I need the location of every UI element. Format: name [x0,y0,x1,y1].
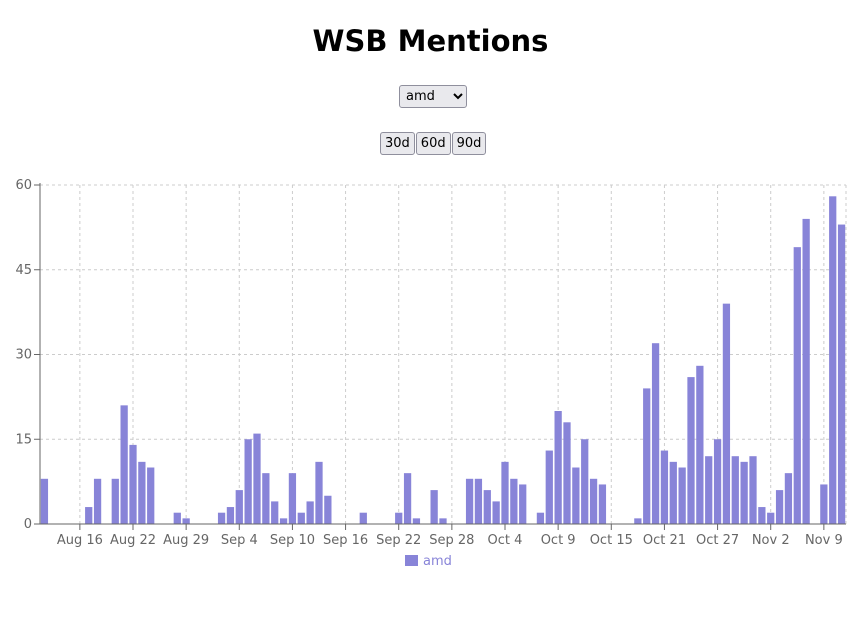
bar-amd [360,513,367,524]
bar-amd [227,507,234,524]
bar-amd [555,411,562,524]
bar-amd [563,422,570,524]
x-tick-label: Sep 4 [221,533,258,548]
bar-amd [484,490,491,524]
bar-amd [510,479,517,524]
bar-amd [218,513,225,524]
page-title: WSB Mentions [0,24,861,58]
x-tick-label: Oct 15 [590,533,633,548]
y-tick-label: 0 [24,517,32,532]
bar-amd [298,513,305,524]
legend-label: amd [423,554,452,569]
mentions-bar-chart: 0 15 30 45 60 Aug 16 Aug 22 Aug 29 Sep 4 Sep 10 Se… [0,170,861,590]
bar-amd [129,445,136,524]
x-tick-label: Nov 2 [752,533,790,548]
y-tick-label: 15 [15,432,32,447]
bar-amd [687,377,694,524]
bar-amd [183,518,190,524]
bar-amd [395,513,402,524]
range-30d-button[interactable]: 30d [380,132,415,155]
x-tick-label: Aug 22 [110,533,156,548]
ticker-select[interactable]: amd [399,85,467,108]
bar-amd [475,479,482,524]
bar-amd [439,518,446,524]
range-90d-button[interactable]: 90d [452,132,487,155]
bar-amd [537,513,544,524]
y-tick-label: 30 [15,348,32,363]
x-tick-label: Oct 27 [696,533,739,548]
bar-amd [271,501,278,524]
bar-amd [803,219,810,524]
x-tick-label: Sep 22 [376,533,421,548]
bar-amd [324,496,331,524]
bar-amd [820,484,827,524]
bar-amd [546,451,553,524]
bar-amd [493,501,500,524]
x-tick-label: Oct 21 [643,533,686,548]
range-60d-button[interactable]: 60d [416,132,451,155]
bar-amd [776,490,783,524]
x-tick-label: Nov 9 [805,533,843,548]
bar-amd [121,405,128,524]
bar-amd [253,434,260,524]
x-tick-label: Aug 29 [163,533,209,548]
bar-amd [652,343,659,524]
bar-amd [661,451,668,524]
bar-amd [599,484,606,524]
bar-amd [643,388,650,524]
x-tick-label: Sep 10 [270,533,315,548]
bar-amd [838,225,845,524]
bar-amd [723,304,730,524]
bar-amd [289,473,296,524]
bar-amd [315,462,322,524]
bar-amd [41,479,48,524]
y-tick-label: 45 [15,263,32,278]
bar-amd [94,479,101,524]
x-tick-label: Oct 9 [541,533,576,548]
bar-amd [519,484,526,524]
y-tick-label: 60 [15,178,32,193]
bar-amd [829,196,836,524]
bar-amd [404,473,411,524]
legend-swatch [405,555,418,566]
bar-amd [112,479,119,524]
bar-amd [785,473,792,524]
bar-amd [670,462,677,524]
bar-amd [679,468,686,525]
bar-amd [758,507,765,524]
bar-amd [767,513,774,524]
bar-amd [280,518,287,524]
bar-amd [581,439,588,524]
bar-amd [147,468,154,525]
bar-amd [696,366,703,524]
x-tick-label: Oct 4 [488,533,523,548]
bar-amd [794,247,801,524]
bar-amd [705,456,712,524]
bar-amd [732,456,739,524]
bar-amd [174,513,181,524]
bar-amd [634,518,641,524]
bar-amd [466,479,473,524]
bar-amd [741,462,748,524]
range-button-group: 30d 60d 90d [380,132,486,155]
bar-amd [714,439,721,524]
bar-amd [572,468,579,525]
bar-amd [431,490,438,524]
x-tick-label: Sep 16 [323,533,368,548]
bar-amd [413,518,420,524]
x-tick-label: Aug 16 [57,533,103,548]
bar-amd [138,462,145,524]
bar-amd [590,479,597,524]
bar-amd [262,473,269,524]
bar-amd [307,501,314,524]
bar-amd [245,439,252,524]
x-tick-label: Sep 28 [429,533,474,548]
bar-amd [749,456,756,524]
bar-amd [85,507,92,524]
bar-amd [236,490,243,524]
bar-amd [501,462,508,524]
